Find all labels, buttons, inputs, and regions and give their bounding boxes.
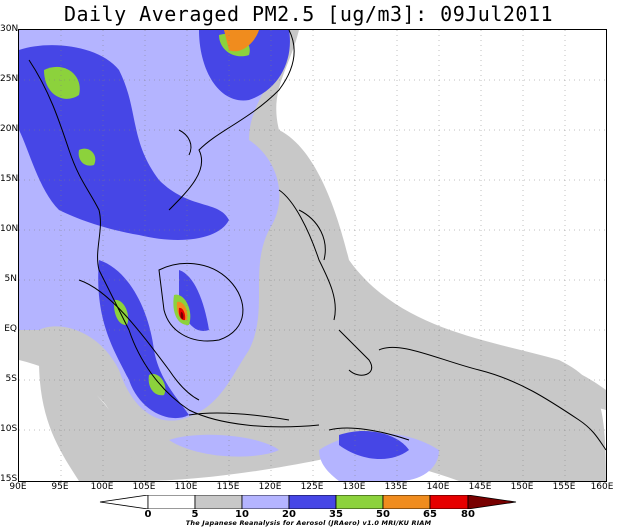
pm25-field <box>19 30 606 481</box>
lon-label: 160E <box>590 482 614 492</box>
lon-label: 150E <box>510 482 534 492</box>
lon-label: 115E <box>216 482 240 492</box>
lon-label: 90E <box>9 482 27 492</box>
colorbar-segment <box>429 495 469 509</box>
lon-label: 110E <box>174 482 198 492</box>
colorbar-segment <box>467 495 517 509</box>
graticule <box>19 30 606 481</box>
lon-label: 135E <box>384 482 408 492</box>
lon-label: 140E <box>426 482 450 492</box>
colorbar-label: 65 <box>423 509 437 520</box>
lon-label: 105E <box>132 482 156 492</box>
lat-label: 10N <box>0 224 19 234</box>
colorbar-segment <box>335 495 384 509</box>
map-title: Daily Averaged PM2.5 [ug/m3]: 09Jul2011 <box>63 2 554 26</box>
colorbar-label: 10 <box>235 509 249 520</box>
colorbar-segment <box>241 495 290 509</box>
colorbar-label: 35 <box>329 509 343 520</box>
colorbar-label: 5 <box>191 509 199 520</box>
lat-label: 15N <box>0 174 19 184</box>
colorbar-segment <box>382 495 431 509</box>
lon-label: 145E <box>468 482 492 492</box>
lat-label: 5N <box>4 274 17 284</box>
colorbar-label: 50 <box>376 509 390 520</box>
colorbar-label: 0 <box>144 509 152 520</box>
colorbar-label: 80 <box>461 509 475 520</box>
lat-label: 15S <box>0 474 18 484</box>
lat-label: 10S <box>0 424 18 434</box>
lon-label: 130E <box>342 482 366 492</box>
colorbar <box>99 495 517 509</box>
lon-label: 100E <box>90 482 114 492</box>
credit-text: The Japanese Reanalysis for Aerosol (JRA… <box>185 519 432 527</box>
map-panel <box>18 29 607 482</box>
lon-label: 125E <box>300 482 324 492</box>
colorbar-label: 20 <box>282 509 296 520</box>
lat-label: 30N <box>0 24 19 34</box>
coastlines <box>28 30 606 451</box>
lon-label: 120E <box>258 482 282 492</box>
colorbar-segment <box>99 495 149 509</box>
lat-label: 20N <box>0 124 19 134</box>
lat-label: EQ <box>4 324 17 334</box>
colorbar-segment <box>194 495 243 509</box>
lat-label: 25N <box>0 74 19 84</box>
lat-label: 5S <box>5 374 17 384</box>
colorbar-segment <box>147 495 196 509</box>
lon-label: 95E <box>51 482 69 492</box>
lon-label: 155E <box>552 482 576 492</box>
colorbar-segment <box>288 495 337 509</box>
